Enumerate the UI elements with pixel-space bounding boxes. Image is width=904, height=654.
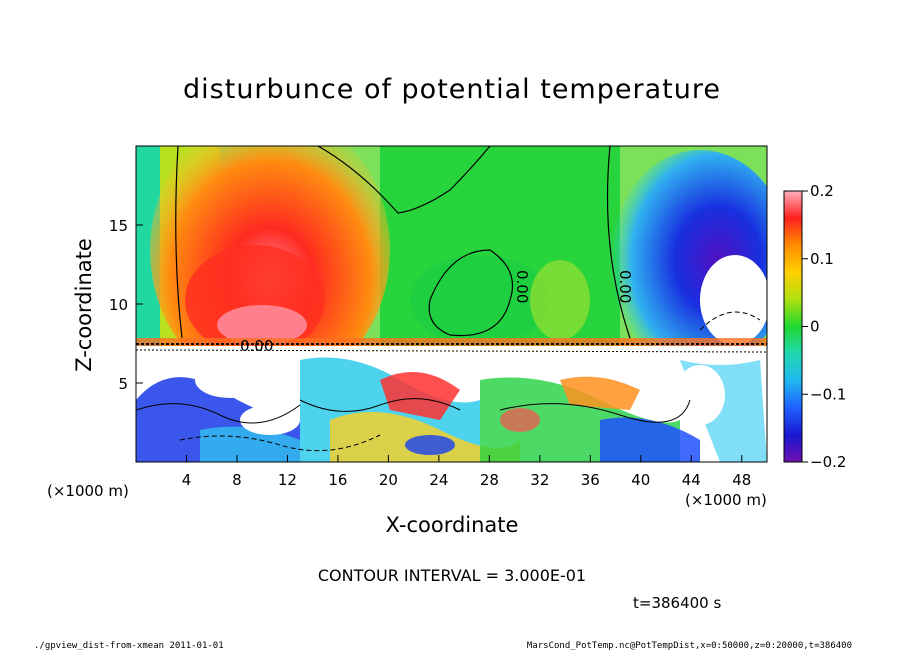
x-tick-label: 28 — [480, 471, 499, 489]
x-tick-label: 20 — [379, 471, 398, 489]
contour-interval-text: CONTOUR INTERVAL = 3.000E-01 — [317, 566, 587, 585]
colorbar-tick-label: 0.1 — [810, 250, 834, 268]
x-tick-label: 24 — [429, 471, 448, 489]
x-unit-label: (×1000 m) — [685, 491, 767, 509]
y-tick-label: 5 — [118, 375, 128, 393]
contour-label: 0.00 — [513, 270, 531, 303]
colorbar-tick-label: 0 — [810, 318, 820, 336]
footer-source: MarsCond_PotTemp.nc@PotTempDist,x=0:5000… — [526, 641, 852, 651]
y-axis-label: Z-coordinate — [72, 238, 96, 372]
chart-title: disturbunce of potential temperature — [183, 74, 721, 105]
y-axis: 5 10 15 — [109, 217, 143, 393]
footer-command: ./gpview_dist-from-xmean 2011-01-01 — [34, 641, 224, 651]
contour-label: 0.00 — [240, 337, 273, 355]
x-tick-label: 4 — [182, 471, 192, 489]
colorbar-tick-label: −0.1 — [810, 385, 846, 403]
x-tick-label: 36 — [581, 471, 600, 489]
y-tick-label: 15 — [109, 217, 128, 235]
x-tick-label: 16 — [328, 471, 347, 489]
x-tick-label: 32 — [530, 471, 549, 489]
heatmap-field — [136, 146, 767, 462]
y-tick-label: 10 — [109, 296, 128, 314]
colorbar-tick-label: −0.2 — [810, 453, 846, 471]
x-tick-label: 12 — [278, 471, 297, 489]
time-label: t=386400 s — [633, 594, 722, 612]
colorbar-tick-label: 0.2 — [810, 182, 834, 200]
x-tick-label: 40 — [631, 471, 650, 489]
x-axis: 4 8 12 16 20 24 28 32 36 40 44 48 — [182, 455, 751, 489]
colorbar-gradient — [783, 190, 803, 463]
colorbar: 0.2 0.1 0 −0.1 −0.2 — [783, 182, 846, 471]
x-unit-label: (×1000 m) — [47, 482, 129, 500]
x-axis-label: X-coordinate — [385, 513, 519, 537]
x-tick-label: 8 — [232, 471, 242, 489]
contour-label: 0.00 — [616, 270, 634, 303]
x-tick-label: 48 — [732, 471, 751, 489]
x-tick-label: 44 — [682, 471, 701, 489]
